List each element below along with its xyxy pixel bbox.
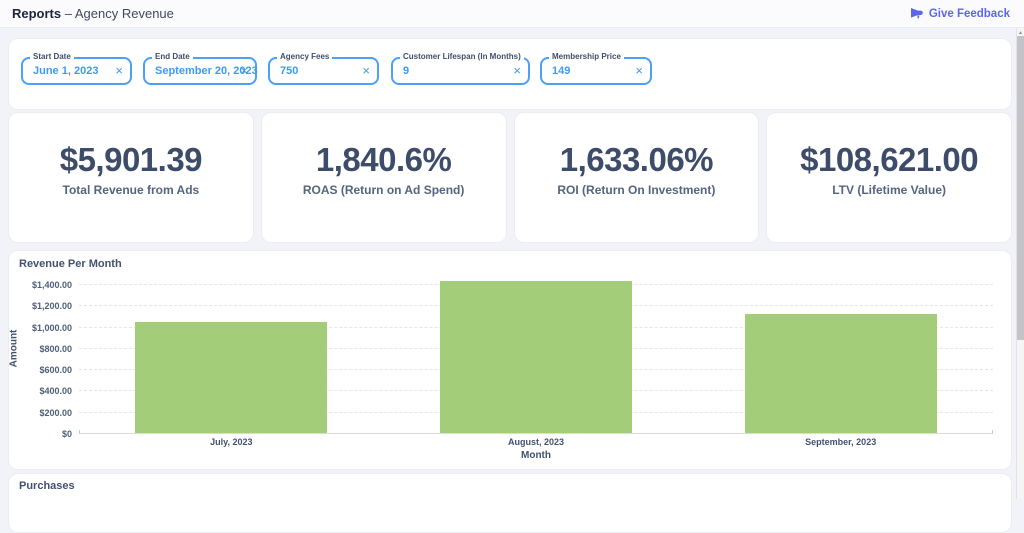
scrollbar-thumb[interactable] bbox=[1017, 36, 1024, 340]
clear-icon[interactable]: × bbox=[362, 63, 370, 78]
kpi-card-roas: 1,840.6% ROAS (Return on Ad Spend) bbox=[260, 112, 507, 243]
scrollbar-up-arrow[interactable]: ▲ bbox=[1018, 30, 1023, 36]
x-tick-label: July, 2023 bbox=[210, 437, 253, 447]
kpi-label: Total Revenue from Ads bbox=[62, 182, 200, 197]
x-tick-label: August, 2023 bbox=[507, 437, 565, 447]
membership-price-label: Membership Price bbox=[549, 52, 624, 61]
kpi-card-ltv: $108,621.00 LTV (Lifetime Value) bbox=[766, 112, 1012, 243]
start-date-value[interactable]: June 1, 2023 bbox=[33, 65, 99, 77]
clear-icon[interactable]: × bbox=[635, 63, 643, 78]
y-tick-label: $800.00 bbox=[39, 343, 72, 354]
start-date-input[interactable]: Start Date June 1, 2023 × bbox=[21, 52, 132, 85]
page-title-section: Reports bbox=[12, 6, 62, 21]
bar-july-2023[interactable] bbox=[135, 322, 328, 434]
kpi-label: ROAS (Return on Ad Spend) bbox=[302, 182, 465, 197]
give-feedback-link[interactable]: Give Feedback bbox=[910, 8, 1010, 20]
top-header-bar: Reports – Agency Revenue Give Feedback bbox=[0, 0, 1024, 28]
bar-august-2023[interactable] bbox=[440, 281, 632, 434]
purchases-title: Purchases bbox=[19, 480, 75, 492]
y-tick-label: $1,200.00 bbox=[31, 301, 72, 312]
membership-price-input[interactable]: Membership Price 149 × bbox=[540, 52, 652, 85]
x-tick-label: September, 2023 bbox=[805, 437, 877, 447]
customer-lifespan-value[interactable]: 9 bbox=[403, 65, 410, 77]
end-date-label: End Date bbox=[152, 52, 193, 61]
bar-slot-september bbox=[688, 314, 993, 434]
page-title-subsection: – Agency Revenue bbox=[64, 6, 174, 21]
bar-slot-july bbox=[79, 322, 384, 434]
megaphone-icon bbox=[910, 8, 923, 19]
y-axis-ticks: $0 $200.00 $400.00 $600.00 $800.00 $1,00… bbox=[9, 274, 72, 439]
bar-september-2023[interactable] bbox=[744, 314, 937, 434]
kpi-value: 1,840.6% bbox=[315, 140, 452, 178]
x-axis-ticks: July, 2023 August, 2023 September, 2023 bbox=[79, 437, 993, 447]
x-axis-title: Month bbox=[521, 450, 551, 461]
bar-slot-august bbox=[384, 281, 689, 434]
chart-plot-area bbox=[79, 274, 993, 434]
kpi-value: $108,621.00 bbox=[800, 140, 979, 178]
customer-lifespan-label: Customer Lifespan (In Months) bbox=[400, 52, 524, 61]
chart-title: Revenue Per Month bbox=[19, 258, 122, 270]
clear-icon[interactable]: × bbox=[240, 63, 248, 78]
kpi-label: ROI (Return On Investment) bbox=[557, 182, 716, 197]
kpi-label: LTV (Lifetime Value) bbox=[832, 182, 947, 197]
clear-icon[interactable]: × bbox=[513, 63, 521, 78]
kpi-value: $5,901.39 bbox=[59, 140, 203, 178]
kpi-value: 1,633.06% bbox=[559, 140, 714, 178]
agency-fees-value[interactable]: 750 bbox=[280, 65, 299, 77]
y-tick-label: $600.00 bbox=[39, 365, 72, 376]
kpi-card-total-revenue: $5,901.39 Total Revenue from Ads bbox=[8, 112, 254, 243]
bar-series bbox=[79, 274, 993, 434]
give-feedback-label: Give Feedback bbox=[928, 7, 1010, 20]
end-date-value[interactable]: September 20, 2023 bbox=[155, 65, 258, 77]
x-axis-line bbox=[79, 430, 993, 434]
clear-icon[interactable]: × bbox=[115, 63, 123, 78]
customer-lifespan-input[interactable]: Customer Lifespan (In Months) 9 × bbox=[391, 52, 530, 85]
start-date-label: Start Date bbox=[30, 52, 74, 61]
y-tick-label: $400.00 bbox=[39, 386, 72, 397]
y-tick-label: $1,000.00 bbox=[31, 322, 72, 333]
agency-fees-label: Agency Fees bbox=[277, 52, 333, 61]
filters-card: Start Date June 1, 2023 × End Date Septe… bbox=[8, 38, 1012, 110]
kpi-card-roi: 1,633.06% ROI (Return On Investment) bbox=[513, 112, 760, 243]
end-date-input[interactable]: End Date September 20, 2023 × bbox=[143, 52, 258, 85]
vertical-scrollbar[interactable]: ▲ bbox=[1016, 28, 1024, 499]
y-tick-label: $200.00 bbox=[39, 407, 72, 418]
membership-price-value[interactable]: 149 bbox=[552, 65, 571, 77]
revenue-chart-card: Revenue Per Month Amount $0 $200.00 $400… bbox=[8, 250, 1012, 470]
y-tick-label: $1,400.00 bbox=[31, 280, 72, 290]
kpi-row: $5,901.39 Total Revenue from Ads 1,840.6… bbox=[8, 112, 1012, 243]
page-title: Reports – Agency Revenue bbox=[12, 6, 174, 21]
purchases-card: Purchases bbox=[8, 473, 1012, 533]
y-tick-label: $0 bbox=[61, 429, 72, 439]
agency-fees-input[interactable]: Agency Fees 750 × bbox=[268, 52, 379, 85]
